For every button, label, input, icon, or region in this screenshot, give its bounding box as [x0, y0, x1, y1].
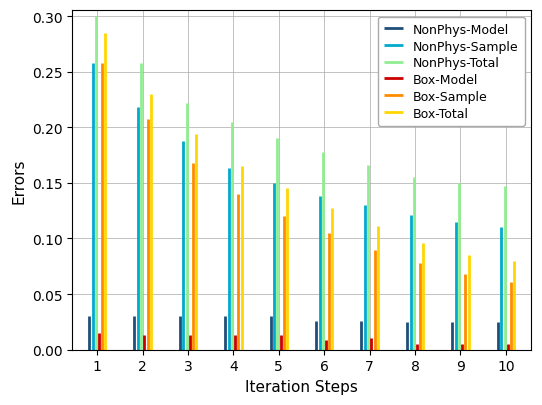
X-axis label: Iteration Steps: Iteration Steps	[245, 379, 358, 394]
Legend: NonPhys-Model, NonPhys-Sample, NonPhys-Total, Box-Model, Box-Sample, Box-Total: NonPhys-Model, NonPhys-Sample, NonPhys-T…	[378, 18, 525, 127]
Y-axis label: Errors: Errors	[11, 158, 26, 203]
